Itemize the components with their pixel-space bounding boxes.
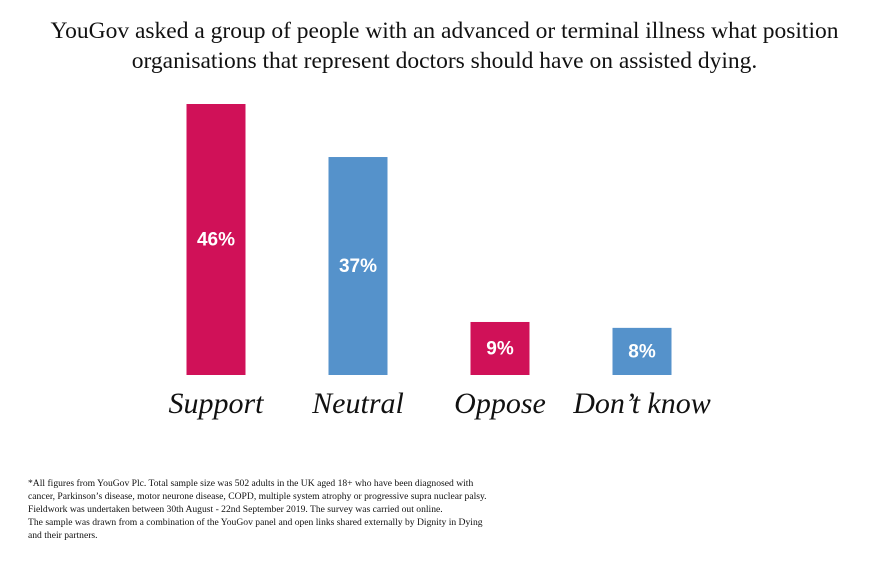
value-label: 46% [197,230,235,251]
footnote: and their partners. [28,530,98,541]
footnote: *All figures from YouGov Plc. Total samp… [28,478,473,489]
category-label: Neutral [311,387,404,420]
footnote: cancer, Parkinson’s disease, motor neuro… [28,491,487,502]
value-label: 37% [339,256,377,277]
value-label: 9% [486,339,514,360]
category-label: Support [168,387,264,420]
footnote: The sample was drawn from a combination … [28,517,483,528]
bar [612,327,672,375]
category-label: Oppose [454,387,546,420]
footnote: Fieldwork was undertaken between 30th Au… [28,504,443,515]
bar [328,157,388,375]
category-label: Don’t know [572,387,711,420]
bar [186,104,246,375]
bar [470,321,530,375]
value-label: 8% [628,341,656,362]
chart-title: YouGov asked a group of people with an a… [50,18,839,74]
